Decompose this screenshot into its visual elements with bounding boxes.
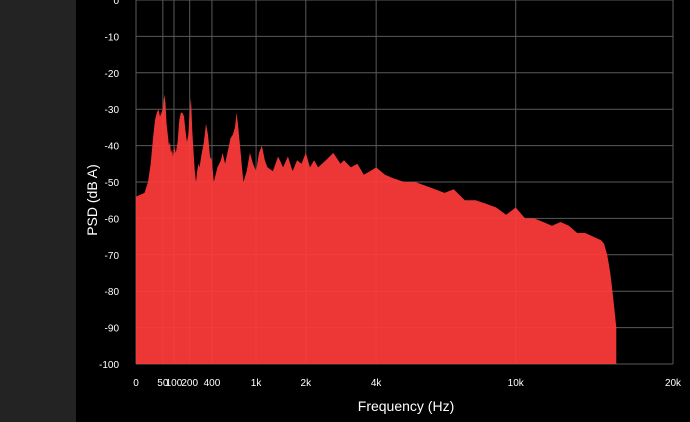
x-tick-label: 1k	[251, 378, 263, 389]
y-tick-label: 0	[113, 0, 119, 7]
y-tick-label: -60	[105, 214, 120, 225]
y-tick-label: -90	[105, 324, 120, 335]
y-tick-label: -30	[105, 105, 120, 116]
x-tick-label: 200	[181, 378, 198, 389]
x-tick-label: 0	[133, 378, 139, 389]
x-tick-label: 4k	[371, 378, 383, 389]
y-tick-label: -40	[105, 142, 120, 153]
y-axis-title: PSD (dB A)	[84, 164, 100, 236]
y-tick-label: -10	[105, 32, 120, 43]
y-tick-label: -70	[105, 251, 120, 262]
y-tick-label: -80	[105, 287, 120, 298]
left-side-panel	[0, 0, 76, 422]
x-axis-title: Frequency (Hz)	[358, 398, 454, 414]
y-axis-ticks: 0 -10 -20 -30 -40 -50 -60 -70 -80 -90 -100	[99, 0, 119, 371]
x-tick-label: 20k	[665, 378, 682, 389]
x-tick-label: 2k	[301, 378, 313, 389]
y-tick-label: -20	[105, 69, 120, 80]
y-tick-label: -50	[105, 178, 120, 189]
x-tick-label: 10k	[508, 378, 525, 389]
x-tick-label: 100	[166, 378, 183, 389]
y-tick-label: -100	[99, 360, 119, 371]
psd-area	[136, 94, 617, 364]
x-tick-label: 50	[157, 378, 169, 389]
x-tick-label: 400	[204, 378, 221, 389]
